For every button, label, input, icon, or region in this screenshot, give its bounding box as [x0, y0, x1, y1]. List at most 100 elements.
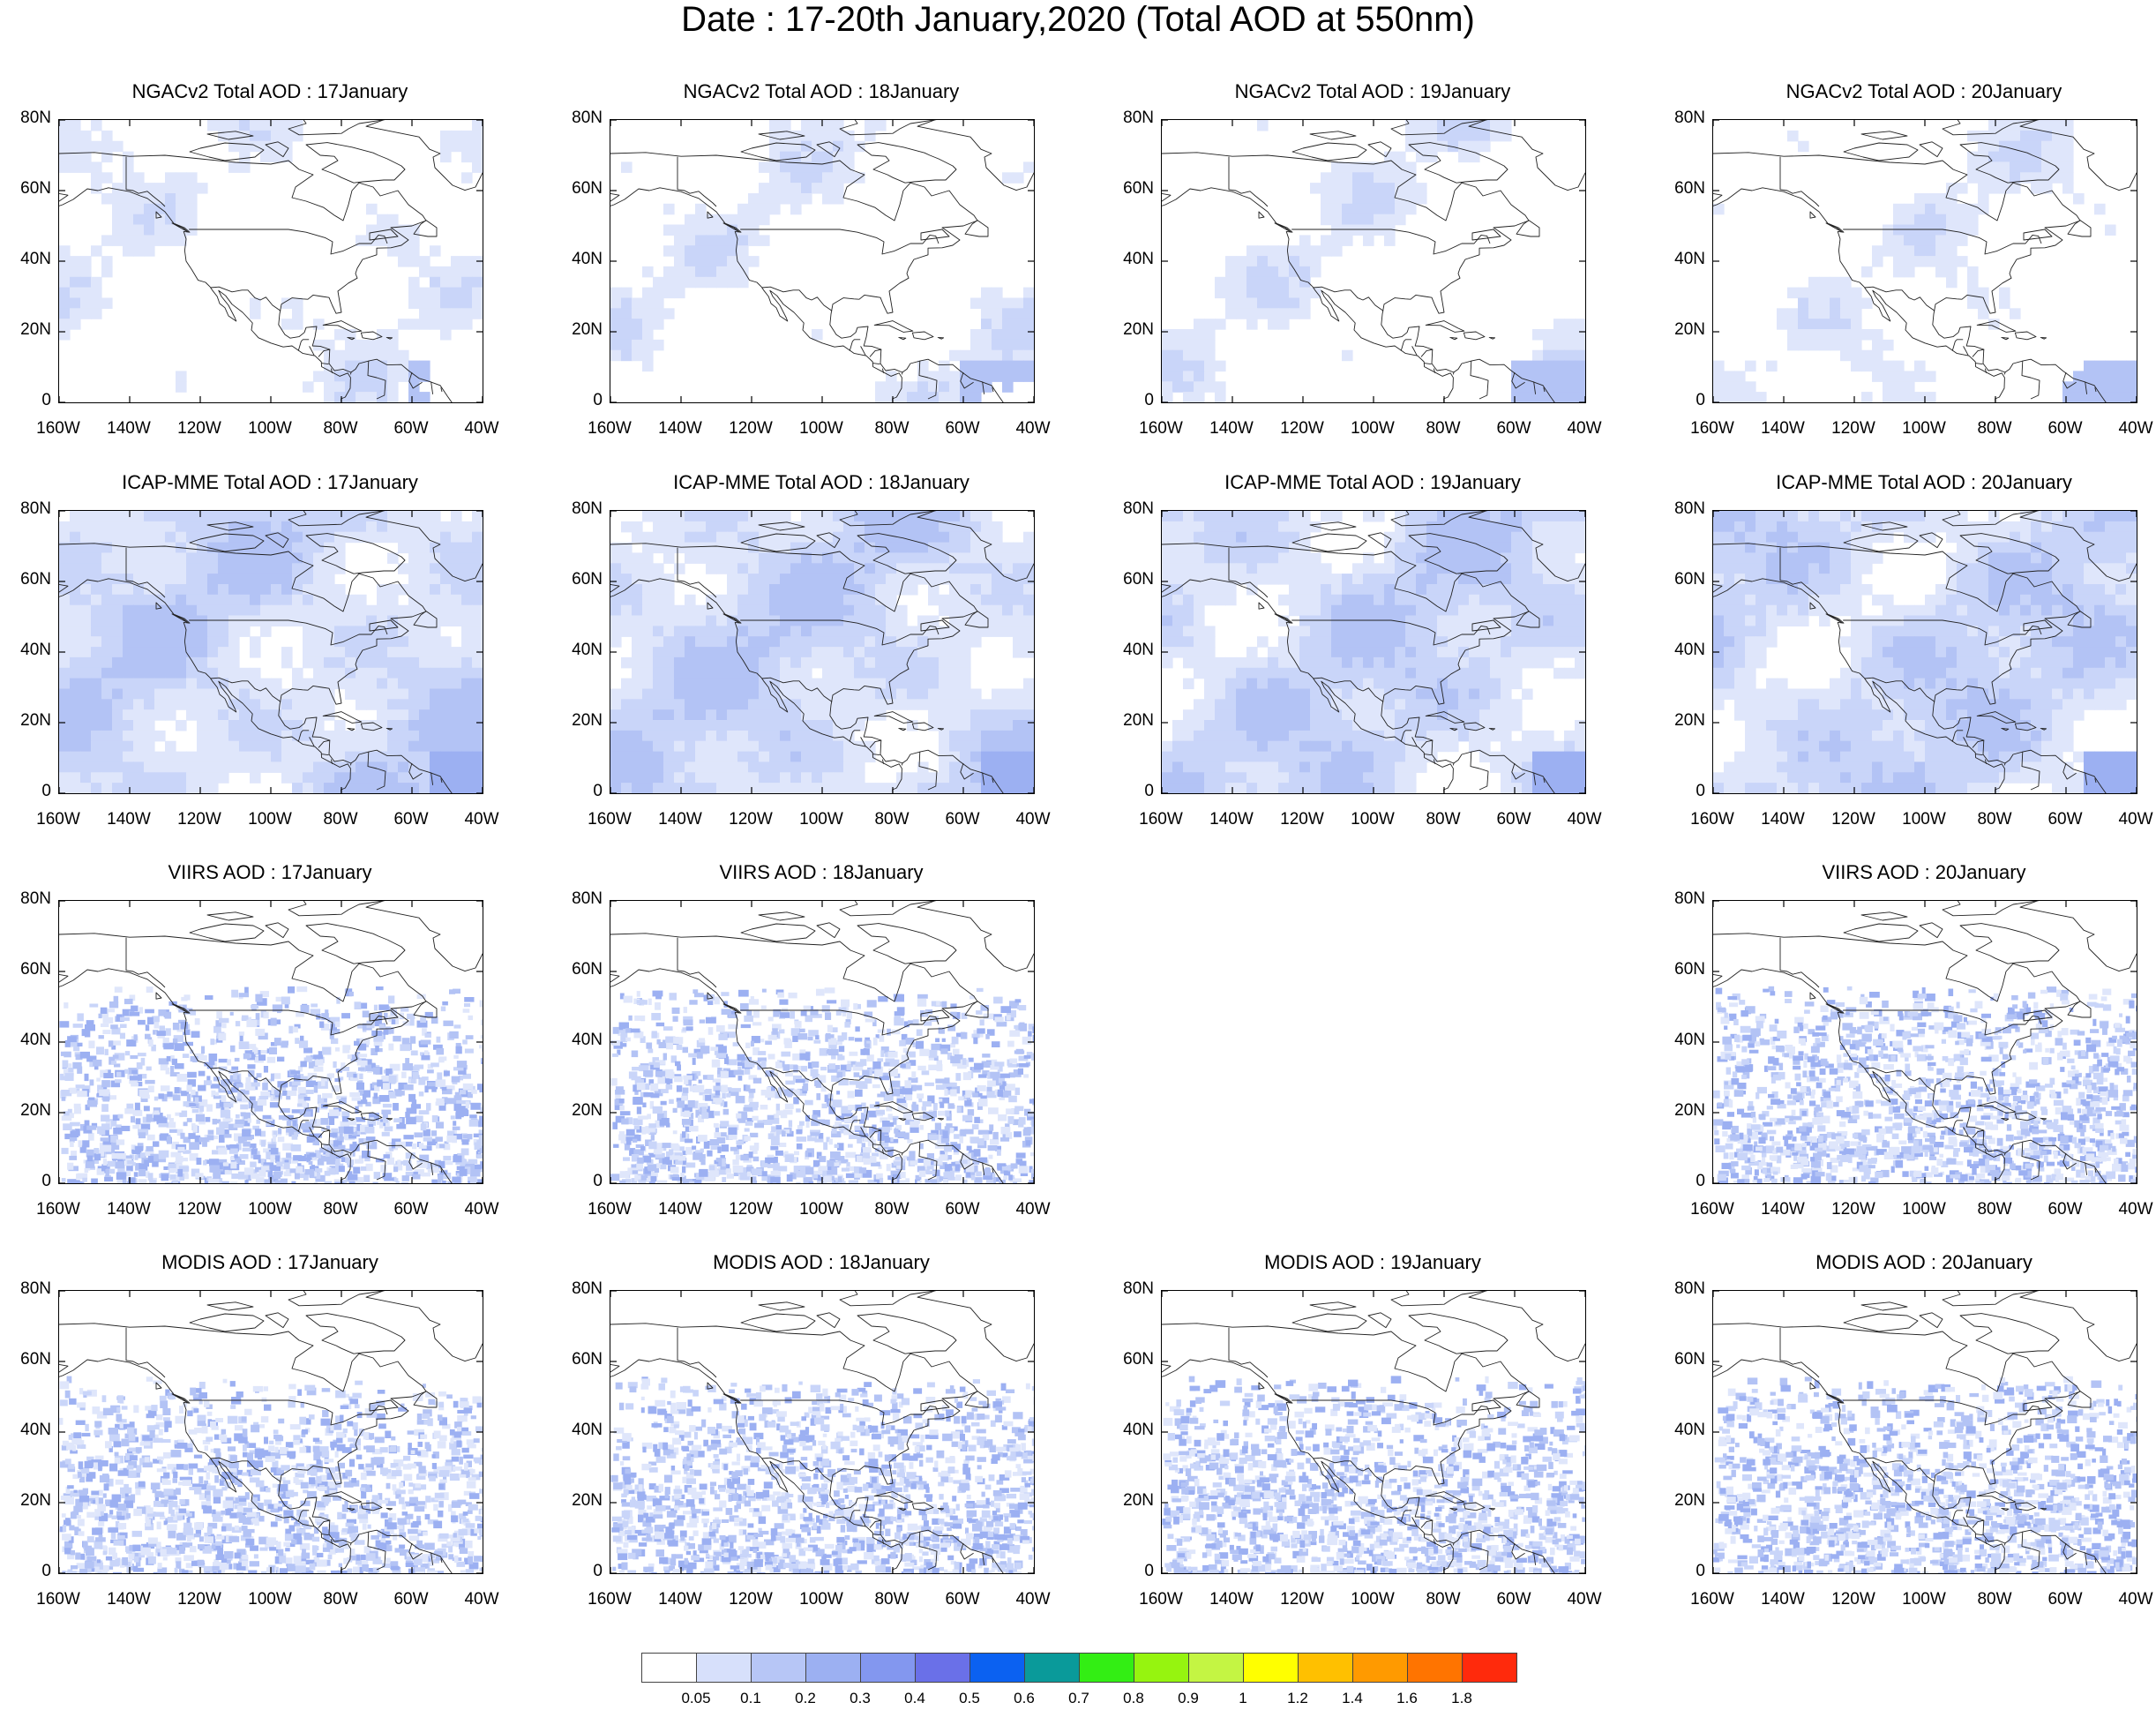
country-border	[1424, 1534, 1432, 1535]
lat-tick-label: 0	[593, 391, 603, 409]
coastline-island	[937, 336, 945, 340]
lat-tick-label: 0	[593, 1562, 603, 1580]
country-border	[1470, 1531, 1489, 1571]
coastline-island	[722, 1003, 740, 1014]
lon-tick-label: 100W	[248, 1200, 292, 1219]
lat-tick-label: 80N	[572, 1279, 603, 1298]
country-border	[982, 1162, 985, 1175]
coastline-island	[413, 220, 438, 237]
lat-tick-label: 20N	[1123, 711, 1154, 730]
country-border	[1975, 1144, 1983, 1145]
coastline-island	[1919, 141, 1943, 158]
country-border	[1452, 371, 1455, 375]
country-border	[189, 1009, 388, 1036]
coastline-island	[2023, 1399, 2053, 1412]
country-border	[408, 762, 423, 780]
country-border	[1864, 1067, 1935, 1092]
coastline-island	[369, 229, 399, 241]
country-border	[430, 1162, 434, 1175]
country-border	[2003, 1542, 2006, 1546]
lon-tick-label: 120W	[1280, 419, 1324, 438]
map-area	[58, 900, 483, 1184]
coastline-island	[360, 1502, 383, 1511]
coastline-island	[1825, 1003, 1843, 1014]
coastline-island	[1309, 131, 1357, 140]
lat-tick-label: 20N	[572, 711, 603, 730]
lat-tick-label: 0	[1144, 782, 1154, 800]
country-border	[677, 156, 717, 207]
country-border	[297, 730, 310, 742]
coastline-island	[1959, 533, 2060, 574]
lat-tick-label: 40N	[1674, 250, 1705, 268]
colorbar-label: 0.8	[1123, 1690, 1144, 1706]
country-border	[125, 547, 166, 598]
country-border	[1313, 1457, 1384, 1482]
lat-tick-label: 80N	[572, 499, 603, 518]
lon-tick-label: 100W	[799, 419, 843, 438]
country-border	[1864, 677, 1935, 702]
coastline-island	[1976, 320, 2017, 333]
panel-title: MODIS AOD : 18January	[713, 1251, 930, 1273]
lon-tick-label: 120W	[1831, 810, 1875, 829]
lon-tick-label: 160W	[1690, 1200, 1734, 1219]
coastline-island	[360, 722, 383, 731]
country-border	[210, 677, 281, 702]
coastline-island	[2014, 331, 2037, 341]
coastline-island	[2001, 1507, 2010, 1511]
country-border	[869, 1129, 882, 1138]
country-border	[740, 1009, 940, 1036]
lon-tick-label: 40W	[1567, 419, 1602, 438]
lat-tick-label: 0	[1144, 1562, 1154, 1580]
country-border	[2085, 1552, 2088, 1565]
coastline	[59, 1323, 453, 1573]
lon-tick-label: 140W	[658, 419, 702, 438]
country-border	[677, 1327, 717, 1378]
lon-tick-label: 60W	[945, 1200, 980, 1219]
coastline-island	[1367, 1312, 1392, 1329]
country-border	[408, 1542, 423, 1560]
coastline-island	[189, 923, 265, 942]
lon-tick-label: 100W	[799, 1200, 843, 1219]
panel-title: MODIS AOD : 19January	[1264, 1251, 1481, 1273]
country-border	[881, 368, 885, 373]
lat-tick-label: 60N	[572, 960, 603, 979]
country-border	[367, 360, 386, 400]
country-border	[761, 1067, 833, 1092]
map-area	[58, 119, 483, 403]
aod-map	[610, 1291, 1034, 1573]
coastline-island	[171, 1003, 189, 1014]
coastline-island	[1471, 619, 1501, 632]
country-border	[408, 1152, 423, 1170]
coastline-island	[386, 336, 393, 340]
country-border	[860, 346, 866, 356]
lat-tick-label: 0	[41, 1172, 51, 1190]
country-border	[1963, 1127, 1969, 1137]
coastline-island	[758, 131, 805, 140]
country-border	[740, 229, 940, 255]
colorbar-swatch	[1462, 1653, 1517, 1683]
lat-tick-label: 0	[593, 1172, 603, 1190]
country-border	[1452, 1542, 1455, 1546]
coastline-island	[1309, 521, 1357, 531]
country-border	[740, 619, 940, 646]
country-border	[321, 1534, 329, 1535]
coastline-island	[740, 923, 816, 942]
country-border	[1411, 346, 1418, 356]
country-border	[982, 772, 985, 785]
lon-tick-label: 40W	[1567, 810, 1602, 829]
lon-tick-label: 40W	[2118, 419, 2153, 438]
coastline-island	[1919, 922, 1943, 939]
lat-tick-label: 0	[41, 391, 51, 409]
panel-title: ICAP-MME Total AOD : 20January	[1776, 471, 2072, 493]
colorbar-label: 0.5	[959, 1690, 980, 1706]
lat-tick-label: 20N	[1674, 320, 1705, 339]
coastline-island	[1488, 727, 1496, 731]
coastline-island	[288, 511, 386, 527]
country-border	[297, 339, 310, 351]
coastline-island	[155, 992, 162, 1000]
panel-title: MODIS AOD : 20January	[1815, 1251, 2032, 1273]
coastline-greenland	[2019, 1291, 2137, 1362]
country-border	[1951, 730, 1964, 742]
lon-tick-label: 140W	[1209, 1590, 1254, 1609]
country-border	[2085, 381, 2088, 394]
